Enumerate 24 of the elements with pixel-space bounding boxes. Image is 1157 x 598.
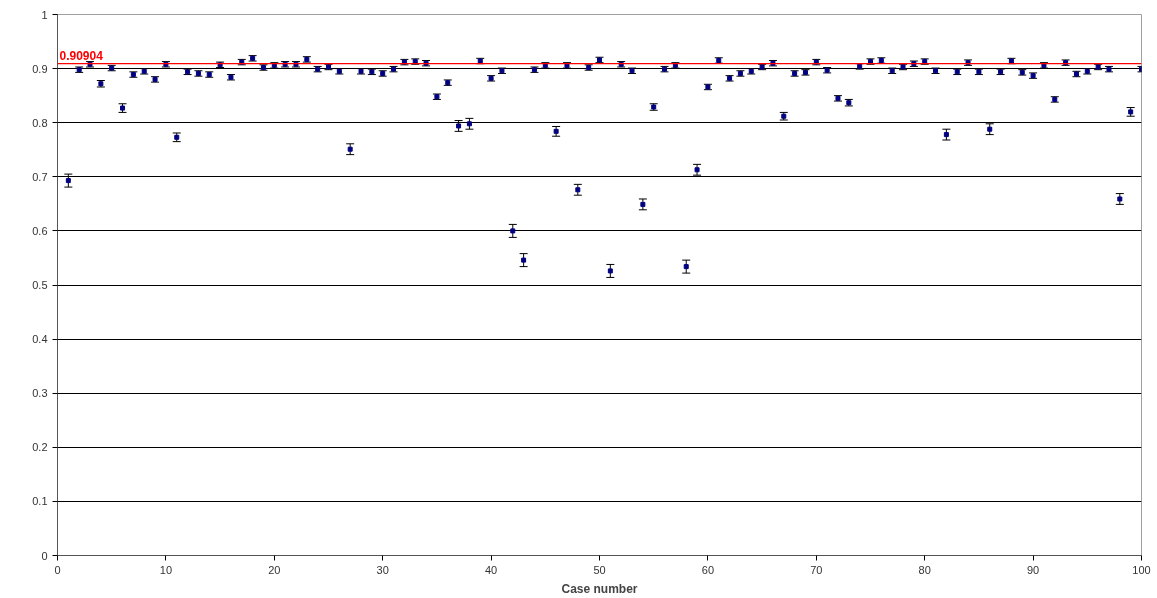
y-tick-label: 0.3 bbox=[32, 387, 48, 400]
x-tick-label: 60 bbox=[701, 563, 715, 576]
y-tick-label: 0.1 bbox=[32, 495, 48, 508]
x-tick-label: 100 bbox=[1132, 563, 1151, 576]
y-tick-label: 0.4 bbox=[32, 333, 48, 346]
y-tick-label: 0.9 bbox=[32, 62, 48, 75]
x-tick-label: 40 bbox=[484, 563, 498, 576]
y-tick-label: 0 bbox=[41, 549, 48, 562]
x-tick-label: 10 bbox=[159, 563, 173, 576]
y-tick-label: 0.5 bbox=[32, 279, 48, 291]
x-tick-label: 50 bbox=[593, 563, 606, 576]
y-tick-label: 0.2 bbox=[32, 441, 48, 454]
x-axis-title: Case number bbox=[561, 581, 638, 596]
x-tick-label: 70 bbox=[810, 563, 823, 576]
x-tick-label: 30 bbox=[376, 563, 389, 576]
y-tick-label: 0.8 bbox=[32, 116, 48, 129]
y-tick-label: 0.6 bbox=[32, 224, 48, 237]
y-tick-label: 1 bbox=[41, 8, 48, 21]
x-tick-label: 90 bbox=[1026, 563, 1040, 576]
y-tick-label: 0.7 bbox=[32, 170, 48, 183]
x-tick-label: 0 bbox=[54, 563, 61, 576]
x-tick-label: 20 bbox=[268, 563, 281, 576]
x-tick-label: 80 bbox=[918, 563, 931, 576]
ref-line-label: 0.90904 bbox=[59, 48, 104, 63]
